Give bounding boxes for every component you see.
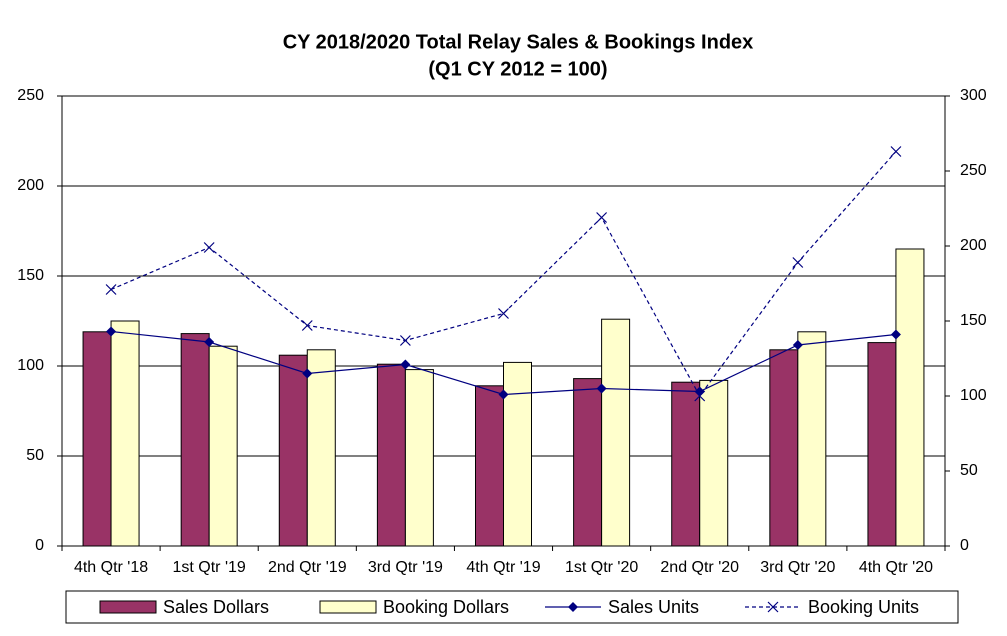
x-tick-label: 3rd Qtr '19 <box>368 559 443 576</box>
y2-tick-label: 50 <box>960 462 978 479</box>
chart-title: CY 2018/2020 Total Relay Sales & Booking… <box>283 31 754 53</box>
bar <box>208 345 238 547</box>
x-tick-label: 1st Qtr '20 <box>565 559 638 576</box>
legend-marker <box>568 602 578 612</box>
line-marker <box>596 383 607 394</box>
x-tick-label: 1st Qtr '19 <box>173 559 246 576</box>
x-tick-label: 4th Qtr '20 <box>859 559 933 576</box>
legend-label: Booking Dollars <box>383 597 509 617</box>
bar <box>671 381 701 547</box>
line-marker <box>498 389 509 400</box>
line-marker <box>400 359 411 370</box>
legend-label: Sales Units <box>608 597 699 617</box>
line-marker <box>302 368 313 379</box>
bar <box>867 342 897 547</box>
line-marker <box>105 284 117 295</box>
line-marker <box>203 242 215 253</box>
bar <box>475 385 504 547</box>
bar <box>278 354 308 547</box>
y-tick-label: 0 <box>35 537 44 554</box>
line-marker <box>792 257 804 268</box>
x-tick-label: 2nd Qtr '20 <box>660 559 739 576</box>
y-tick-label: 50 <box>26 447 44 464</box>
line-marker <box>596 212 608 223</box>
y2-tick-label: 250 <box>960 162 987 179</box>
bar <box>797 331 827 547</box>
line-marker <box>694 390 706 402</box>
line-marker <box>399 335 411 346</box>
y-tick-label: 200 <box>17 177 44 194</box>
legend-label: Booking Units <box>808 597 919 617</box>
legend-swatch <box>99 600 157 614</box>
line-marker <box>890 329 901 340</box>
y2-tick-label: 300 <box>960 87 987 104</box>
line-marker <box>792 340 803 350</box>
bar <box>699 379 729 547</box>
line-marker <box>498 308 509 319</box>
y-tick-label: 250 <box>17 87 44 104</box>
line-marker <box>890 146 902 157</box>
x-tick-label: 4th Qtr '18 <box>74 559 148 576</box>
y2-tick-label: 150 <box>960 312 987 329</box>
bar <box>404 369 434 547</box>
y-tick-label: 150 <box>17 267 44 284</box>
x-tick-label: 2nd Qtr '19 <box>268 559 347 576</box>
line-marker <box>106 326 117 337</box>
legend <box>65 590 959 624</box>
legend-label: Sales Dollars <box>163 597 269 617</box>
chart-subtitle: (Q1 CY 2012 = 100) <box>428 58 607 80</box>
bar <box>769 349 799 547</box>
bar <box>376 363 406 547</box>
bar <box>110 320 140 547</box>
legend-marker <box>767 601 779 613</box>
bar <box>895 248 925 547</box>
bar <box>503 361 532 547</box>
x-tick-label: 4th Qtr '19 <box>466 559 540 576</box>
bar <box>573 378 603 547</box>
legend-swatch <box>319 600 377 614</box>
y2-tick-label: 200 <box>960 237 987 254</box>
line-marker <box>301 320 313 331</box>
line <box>110 151 897 398</box>
bar <box>180 333 210 547</box>
y2-tick-label: 0 <box>960 537 969 554</box>
bar <box>601 318 631 547</box>
bar <box>306 349 336 547</box>
y2-tick-label: 100 <box>960 387 987 404</box>
bar <box>82 331 112 547</box>
x-tick-label: 3rd Qtr '20 <box>760 559 835 576</box>
y-tick-label: 100 <box>17 357 44 374</box>
line-marker <box>204 337 215 347</box>
